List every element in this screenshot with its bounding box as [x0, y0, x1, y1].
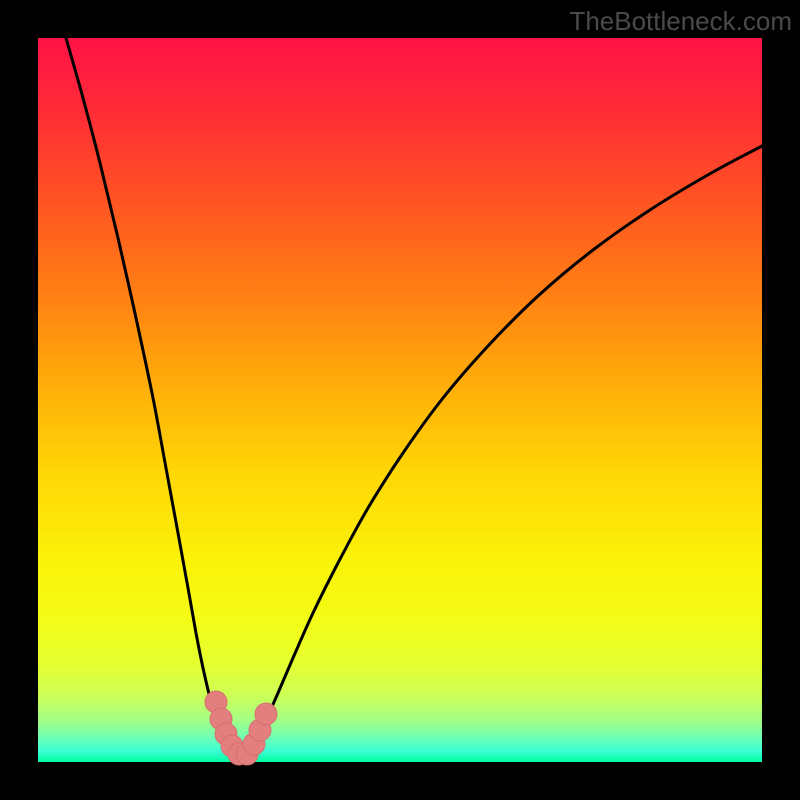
watermark-text: TheBottleneck.com [569, 6, 792, 37]
chart-svg [38, 38, 762, 762]
marker-dot [255, 703, 277, 725]
curve-right [241, 146, 762, 762]
plot-area [38, 38, 762, 762]
marker-group [205, 691, 277, 765]
curve-left [66, 38, 241, 762]
chart-frame: TheBottleneck.com [0, 0, 800, 800]
